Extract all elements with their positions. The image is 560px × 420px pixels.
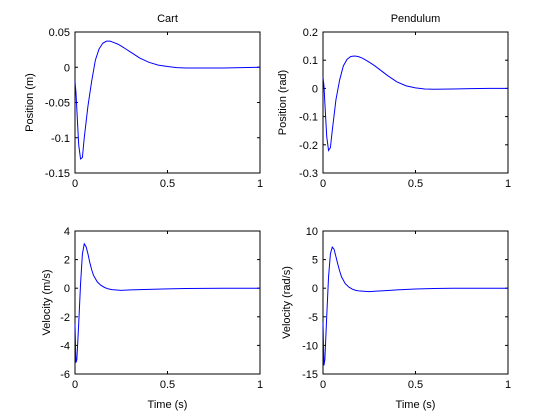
ticks-layer: 0 0.5 1 -15 -10 -5 0 5 10 (302, 226, 511, 391)
y-tick-label: 0.05 (49, 27, 70, 39)
y-tick-label: 10 (306, 226, 318, 238)
x-tick-label: 0.5 (408, 178, 423, 190)
ticks-layer: 0 0.5 1 -0.15 -0.1 -0.05 0 0.05 (45, 27, 263, 190)
y-tick-label: -0.05 (45, 98, 70, 110)
y-tick-label: 0 (312, 83, 318, 95)
subplot-pendulum-velocity: Velocity (rad/s) Time (s) 0 0.5 1-15-10-50… (281, 226, 511, 411)
subplot-cart-position: Cart Position (m) 0 0.5 1 -0.15 -0.1 -0.05 0 0.… (24, 13, 263, 190)
y-tick-label: -0.2 (299, 140, 318, 152)
x-tick-label: 0 (72, 379, 78, 391)
series-line (322, 55, 508, 152)
series-line (74, 40, 261, 160)
y-tick-label: 0 (64, 62, 70, 74)
y-tick-label: -0.15 (45, 168, 70, 180)
y-tick-label: -10 (302, 340, 318, 352)
y-tick-label: 0.2 (303, 27, 318, 39)
y-tick-label: -5 (308, 312, 318, 324)
y-tick-label: -15 (302, 369, 318, 381)
series-layer (322, 55, 508, 152)
x-tick-label: 0 (72, 178, 78, 190)
y-tick-label: -0.1 (51, 133, 70, 145)
series-line (322, 245, 508, 366)
y-tick-label: 5 (312, 255, 318, 267)
y-axis-label: Position (m) (24, 73, 36, 132)
axes-box (322, 31, 509, 174)
series-line (74, 242, 260, 363)
y-axis-label: Velocity (rad/s) (281, 266, 293, 339)
axes-box (74, 230, 261, 375)
chart-title: Cart (157, 13, 178, 25)
subplot-pendulum-position: Pendulum Position (rad) 0 0.5 1 -0.3 -0.2 -0.… (277, 13, 511, 190)
x-tick-label: 0 (320, 178, 326, 190)
x-axis-label: Time (s) (396, 399, 436, 411)
axes-box (74, 31, 261, 174)
x-tick-label: 1 (505, 178, 511, 190)
series-layer (74, 242, 260, 363)
series-layer (74, 40, 261, 160)
x-tick-label: 1 (257, 379, 263, 391)
y-tick-label: 4 (64, 226, 70, 238)
x-tick-label: 0.5 (160, 379, 175, 391)
y-tick-label: 0.1 (303, 55, 318, 67)
y-tick-label: -2 (60, 312, 70, 324)
series-layer (322, 245, 508, 366)
y-tick-label: -0.3 (299, 168, 318, 180)
y-tick-label: 2 (64, 255, 70, 267)
y-tick-label: 0 (312, 283, 318, 295)
x-tick-label: 0.5 (408, 379, 423, 391)
x-tick-label: 0.5 (160, 178, 175, 190)
y-tick-label: -4 (60, 340, 70, 352)
y-axis-label: Velocity (m/s) (41, 269, 53, 335)
ticks-layer: 0 0.5 1 -6 -4 -2 0 2 4 (60, 226, 263, 391)
y-tick-label: -6 (60, 369, 70, 381)
y-tick-label: 0 (64, 283, 70, 295)
x-tick-label: 1 (505, 379, 511, 391)
y-tick-label: -0.1 (299, 112, 318, 124)
axes-box (322, 230, 509, 375)
ticks-layer: 0 0.5 1 -0.3 -0.2 -0.1 0 0.1 0.2 (299, 27, 511, 190)
x-tick-label: 1 (257, 178, 263, 190)
y-axis-label: Position (rad) (277, 70, 289, 135)
x-axis-label: Time (s) (148, 399, 188, 411)
chart-title: Pendulum (391, 13, 441, 25)
x-tick-label: 0 (320, 379, 326, 391)
subplot-cart-velocity: Velocity (m/s) Time (s) 0 0.5 1 -6 -4 -2 0 2 4 (41, 226, 263, 411)
